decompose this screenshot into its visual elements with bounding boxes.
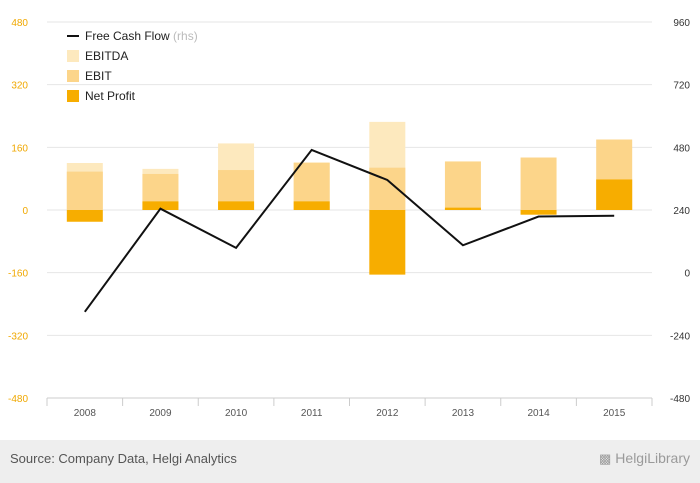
legend-label-free-cash-flow: Free Cash Flow (rhs): [85, 29, 198, 43]
y-left-tick-label: -320: [8, 331, 28, 342]
y-left-tick-label: -480: [8, 394, 28, 405]
bar-net-profit: [369, 210, 406, 275]
bar-ebit: [444, 161, 481, 210]
x-tick-label: 2010: [225, 408, 248, 419]
y-right-tick-label: 480: [673, 143, 690, 154]
legend-swatch-net-profit: [67, 90, 79, 102]
bar-net-profit: [520, 210, 557, 215]
x-tick-label: 2012: [376, 408, 399, 419]
y-right-tick-label: 960: [673, 18, 690, 29]
legend-rhs-note: (rhs): [173, 29, 198, 43]
bar-net-profit: [218, 201, 255, 210]
chart: 480 320 160 0 -160 -320 -480 960 720 480 240 0 -240 -…: [8, 18, 690, 419]
y-right-tick-label: 240: [673, 206, 690, 217]
source-note: Source: Company Data, Helgi Analytics: [10, 451, 237, 466]
legend-swatch-ebit: [67, 70, 79, 82]
bar-ebit: [66, 171, 103, 210]
y-left-tick-label: 480: [11, 18, 28, 29]
footer: Source: Company Data, Helgi Analytics ▩ H…: [0, 440, 700, 483]
line-free-cash-flow: [84, 148, 615, 313]
y-right-tick-label: -480: [670, 394, 690, 405]
x-tick-label: 2014: [527, 408, 550, 419]
legend-label-ebit: EBIT: [85, 69, 112, 83]
y-left-tick-label: 0: [22, 206, 28, 217]
x-tick-label: 2013: [452, 408, 475, 419]
bar-net-profit: [293, 201, 330, 210]
legend-label-net-profit: Net Profit: [85, 89, 136, 103]
bar-net-profit: [596, 179, 633, 210]
y-left-tick-label: 320: [11, 81, 28, 92]
bar-ebit: [520, 157, 557, 210]
x-tick-label: 2009: [149, 408, 172, 419]
y-right-tick-label: 0: [684, 269, 690, 280]
bar-net-profit: [444, 207, 481, 210]
legend-swatch-ebitda: [67, 50, 79, 62]
y-left-tick-label: -160: [8, 269, 28, 280]
y-right-tick-label: -240: [670, 331, 690, 342]
legend-label-ebitda: EBITDA: [85, 49, 128, 63]
y-left-tick-label: 160: [11, 143, 28, 154]
x-tick-label: 2015: [603, 408, 626, 419]
x-tick-label: 2011: [301, 408, 323, 419]
y-right-tick-label: 720: [673, 81, 690, 92]
x-tick-label: 2008: [74, 408, 97, 419]
logo-text: HelgiLibrary: [615, 450, 690, 466]
bar-net-profit: [142, 201, 179, 210]
bar-net-profit: [66, 210, 103, 222]
book-icon: ▩: [599, 451, 612, 466]
helgi-library-logo: ▩ HelgiLibrary: [599, 450, 690, 467]
